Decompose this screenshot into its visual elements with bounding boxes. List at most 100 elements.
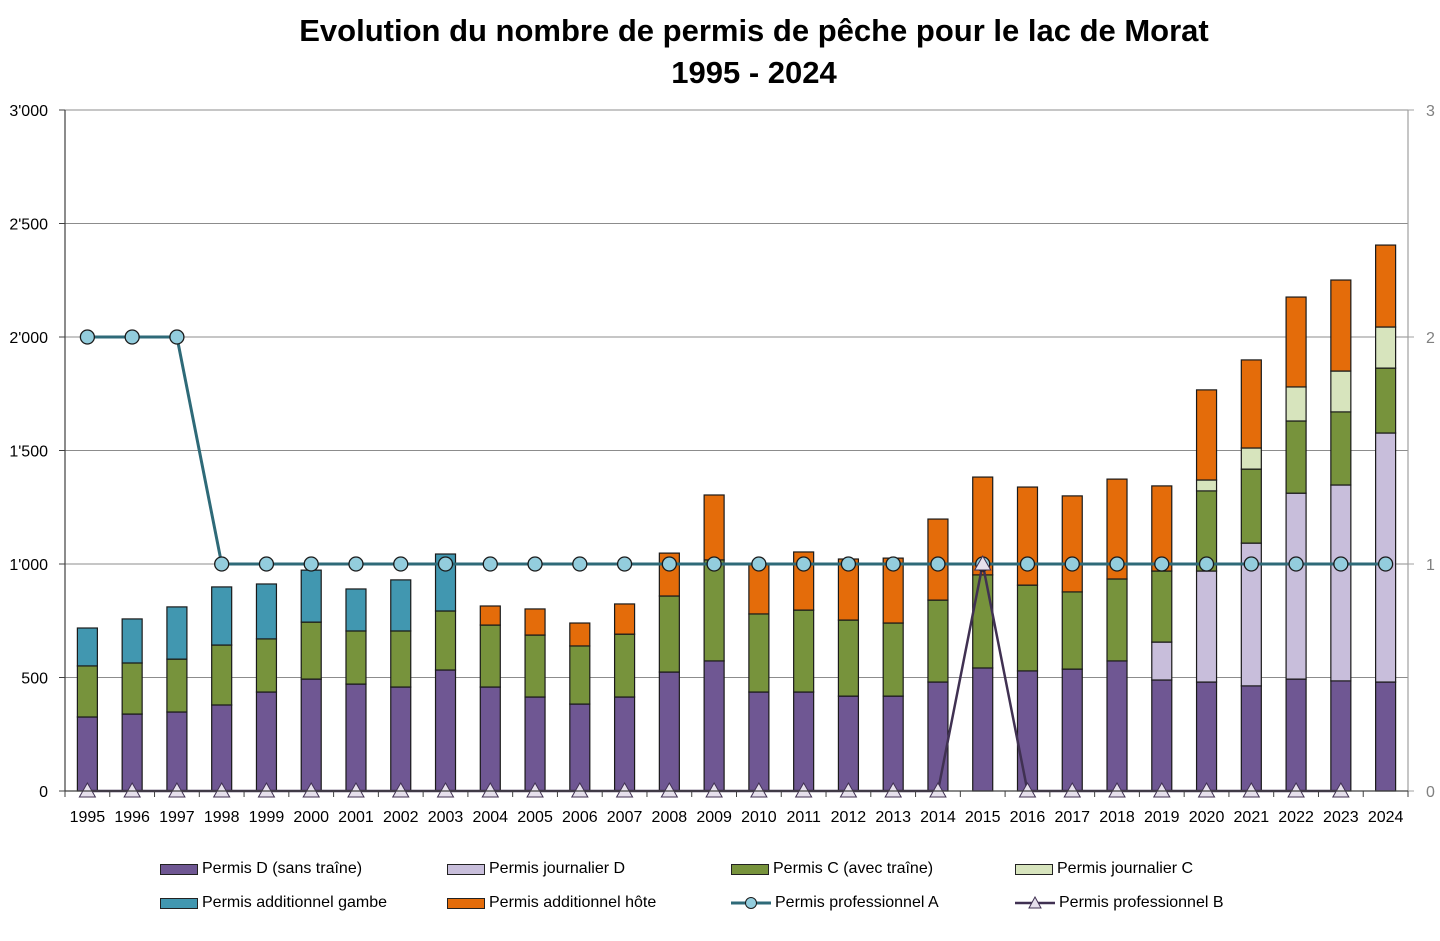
bar-segment-permis-d-sans-tra-ne--2001 [345, 683, 367, 792]
x-tick-label: 1997 [159, 809, 195, 826]
bar-segment-permis-journalier-d-2019 [1151, 641, 1173, 681]
bar-segment-permis-additionnel-h-te-2023 [1330, 279, 1352, 372]
point-permis-professionnel-b-1998 [212, 781, 231, 798]
point-permis-professionnel-a-2020 [1198, 556, 1215, 572]
point-permis-professionnel-b-2016 [1018, 781, 1037, 798]
x-tick-label: 2003 [428, 809, 464, 826]
chart-title: Evolution du nombre de permis de pêche p… [299, 13, 1209, 48]
bar-segment-permis-c-avec-tra-ne--2007 [613, 633, 636, 698]
bar-segment-permis-d-sans-tra-ne--2017 [1061, 668, 1083, 792]
legend-item-hote: Permis additionnel hôte [447, 894, 656, 912]
point-permis-professionnel-b-2006 [570, 781, 589, 798]
point-permis-professionnel-b-2023 [1331, 781, 1350, 798]
y-tick-label: 500 [21, 671, 48, 688]
x-tick-label: 2018 [1099, 809, 1135, 826]
chart-subtitle: 1995 - 2024 [671, 55, 837, 90]
bar-segment-permis-additionnel-h-te-2015 [972, 476, 994, 576]
point-permis-professionnel-a-1995 [79, 329, 96, 345]
point-permis-professionnel-a-2023 [1333, 556, 1349, 572]
bar-segment-permis-c-avec-tra-ne--2024 [1375, 367, 1397, 434]
point-permis-professionnel-a-2000 [303, 556, 319, 572]
legend-item-journalier-d: Permis journalier D [447, 860, 625, 878]
x-tick-label: 2001 [338, 809, 374, 826]
point-permis-professionnel-a-2008 [661, 556, 677, 572]
point-permis-professionnel-a-2011 [796, 556, 812, 572]
x-tick-label: 2017 [1054, 809, 1090, 826]
point-permis-professionnel-a-1999 [258, 556, 275, 572]
bar-segment-permis-additionnel-gambe-1997 [166, 606, 188, 660]
legend-swatch [160, 897, 198, 909]
legend-swatch [447, 863, 485, 875]
legend-label: Permis journalier C [1057, 860, 1194, 877]
bar-segment-permis-additionnel-h-te-2009 [703, 494, 725, 561]
legend-swatch [447, 897, 485, 909]
bar-segment-permis-d-sans-tra-ne--2020 [1195, 681, 1218, 792]
point-permis-professionnel-a-2009 [706, 556, 722, 572]
bar-segment-permis-c-avec-tra-ne--2003 [434, 610, 457, 671]
bar-segment-permis-journalier-d-2020 [1195, 570, 1218, 683]
bar-segment-permis-d-sans-tra-ne--2012 [837, 695, 860, 792]
gridlines [65, 109, 1408, 678]
bar-segment-permis-journalier-d-2022 [1285, 492, 1307, 680]
legend-item-professionnel-a: Permis professionnel A [731, 894, 939, 912]
point-permis-professionnel-a-2012 [840, 556, 857, 572]
bar-segment-permis-c-avec-tra-ne--1995 [76, 665, 98, 718]
point-permis-professionnel-a-2024 [1377, 556, 1394, 572]
bar-segment-permis-journalier-d-2023 [1330, 484, 1352, 682]
bar-segment-permis-d-sans-tra-ne--2011 [793, 691, 815, 792]
point-permis-professionnel-b-2007 [615, 781, 634, 798]
bar-segment-permis-c-avec-tra-ne--2004 [479, 624, 501, 688]
point-permis-professionnel-b-2003 [436, 781, 455, 798]
bar-segment-permis-additionnel-h-te-2006 [569, 622, 591, 647]
legend-swatch [160, 863, 198, 875]
y-tick-label: 3'000 [9, 103, 48, 120]
point-permis-professionnel-a-2006 [572, 556, 588, 572]
bar-segment-permis-c-avec-tra-ne--2019 [1151, 570, 1173, 643]
bar-segment-permis-d-sans-tra-ne--2023 [1330, 680, 1352, 792]
point-permis-professionnel-a-2022 [1288, 556, 1304, 572]
bar-segment-permis-d-sans-tra-ne--2018 [1106, 660, 1128, 792]
bar-segment-permis-additionnel-gambe-2002 [390, 579, 412, 632]
legend-label: Permis additionnel gambe [202, 894, 387, 911]
bar-segment-permis-c-avec-tra-ne--2018 [1106, 578, 1128, 662]
point-permis-professionnel-b-2001 [347, 781, 365, 798]
point-permis-professionnel-b-2012 [839, 781, 858, 798]
bar-segment-permis-d-sans-tra-ne--1995 [76, 716, 98, 792]
point-permis-professionnel-b-2022 [1287, 781, 1305, 798]
bar-segment-permis-additionnel-h-te-2020 [1195, 389, 1218, 481]
point-permis-professionnel-b-1997 [168, 781, 186, 798]
y2-tick-label: 3 [1426, 103, 1435, 120]
x-tick-label: 2022 [1278, 809, 1314, 826]
legend-label: Permis additionnel hôte [489, 894, 657, 911]
x-tick-label: 2020 [1189, 809, 1225, 826]
bar-segment-permis-c-avec-tra-ne--2021 [1240, 468, 1262, 544]
x-tick-label: 2006 [562, 809, 598, 826]
bar-segment-permis-c-avec-tra-ne--2001 [345, 630, 367, 685]
x-tick-label: 2005 [517, 809, 553, 826]
point-permis-professionnel-b-2005 [526, 781, 544, 798]
bar-segment-permis-d-sans-tra-ne--2014 [927, 681, 949, 792]
legend-swatch [1015, 863, 1053, 875]
x-tick-label: 2008 [652, 809, 688, 826]
legend-item-professionnel-b: Permis professionnel B [1015, 894, 1224, 912]
y-tick-label: 0 [39, 784, 48, 801]
bar-segment-permis-c-avec-tra-ne--2011 [793, 609, 815, 693]
y2-tick-label: 1 [1426, 557, 1435, 574]
bar-segment-permis-c-avec-tra-ne--2015 [972, 574, 994, 669]
legend-label: Permis C (avec traîne) [773, 860, 934, 877]
chart-canvas: 0 500 1'000 1'500 2'000 2'500 3'000 0 1 2 3 1995 199… [9, 103, 1435, 826]
x-tick-label: 2021 [1234, 809, 1270, 826]
bar-segment-permis-d-sans-tra-ne--1999 [255, 691, 278, 792]
bar-segment-permis-d-sans-tra-ne--2013 [882, 695, 904, 792]
legend: Permis D (sans traîne) Permis journalier… [160, 860, 1280, 930]
bar-segment-permis-c-avec-tra-ne--2013 [882, 622, 904, 697]
bar-segment-permis-c-avec-tra-ne--1997 [166, 658, 188, 713]
bar-segment-permis-additionnel-gambe-1996 [121, 618, 143, 664]
x-tick-label: 2023 [1323, 809, 1359, 826]
point-permis-professionnel-b-2021 [1242, 781, 1261, 798]
bar-segment-permis-d-sans-tra-ne--1998 [211, 704, 233, 792]
bar-segment-permis-c-avec-tra-ne--2010 [748, 613, 770, 693]
line-circle-marker-icon [731, 897, 771, 909]
x-tick-label: 1998 [204, 809, 240, 826]
bar-segment-permis-additionnel-gambe-2000 [300, 569, 322, 623]
